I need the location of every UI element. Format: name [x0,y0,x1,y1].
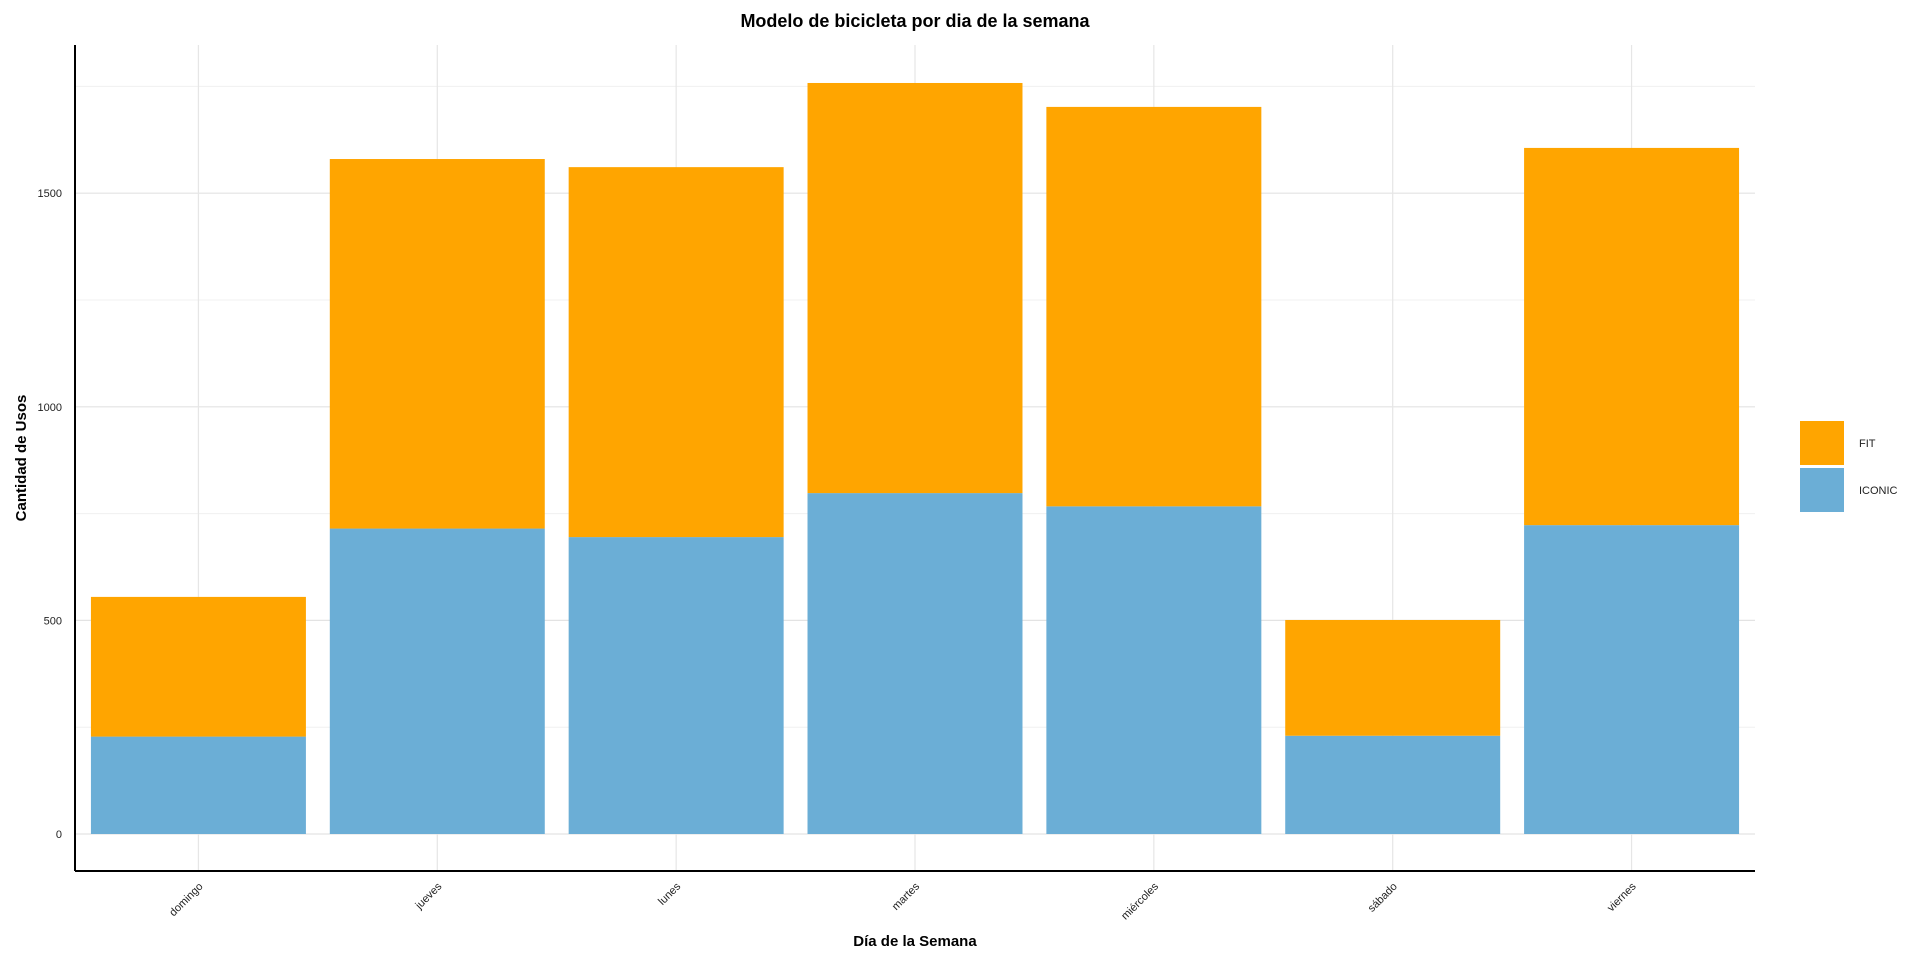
bars [90,82,1740,834]
bar-fit-lunes [568,167,784,538]
bar-fit-sábado [1285,619,1501,736]
legend-label-fit: FIT [1859,438,1876,450]
x-tick-label: lunes [656,880,683,907]
bar-fit-viernes [1524,147,1740,526]
y-tick-label: 0 [56,829,62,841]
bar-iconic-miércoles [1046,506,1262,834]
chart-title: Modelo de bicicleta por dia de la semana [740,11,1090,31]
bar-iconic-sábado [1285,735,1501,834]
y-tick-label: 500 [44,615,62,627]
bar-fit-jueves [329,159,545,529]
x-tick-labels: domingo jueves lunes martes miércoles sábado v… [167,880,1639,922]
bar-iconic-viernes [1524,525,1740,834]
bar-fit-domingo [90,596,306,737]
bar-iconic-martes [807,493,1023,834]
x-tick-label: miércoles [1119,880,1161,922]
bar-iconic-domingo [90,736,306,834]
bar-iconic-jueves [329,528,545,834]
x-tick-label: sábado [1366,881,1400,915]
bar-iconic-lunes [568,537,784,834]
y-tick-labels: 0 500 1000 1500 [38,188,62,841]
x-tick-label: martes [890,880,923,913]
bar-fit-miércoles [1046,106,1262,507]
x-tick-label: domingo [167,881,205,919]
y-axis-title: Cantidad de Usos [13,395,30,522]
x-tick-label: jueves [413,880,445,912]
x-tick-label: viernes [1605,880,1639,914]
legend-label-iconic: ICONIC [1859,485,1898,497]
y-tick-label: 1500 [38,188,62,200]
axes [74,45,1755,872]
legend-key-fit [1800,421,1844,465]
y-tick-label: 1000 [38,402,62,414]
legend-key-iconic [1800,468,1844,512]
legend: FIT ICONIC [1800,421,1898,512]
x-axis-title: Día de la Semana [853,933,977,950]
bar-fit-martes [807,82,1023,494]
